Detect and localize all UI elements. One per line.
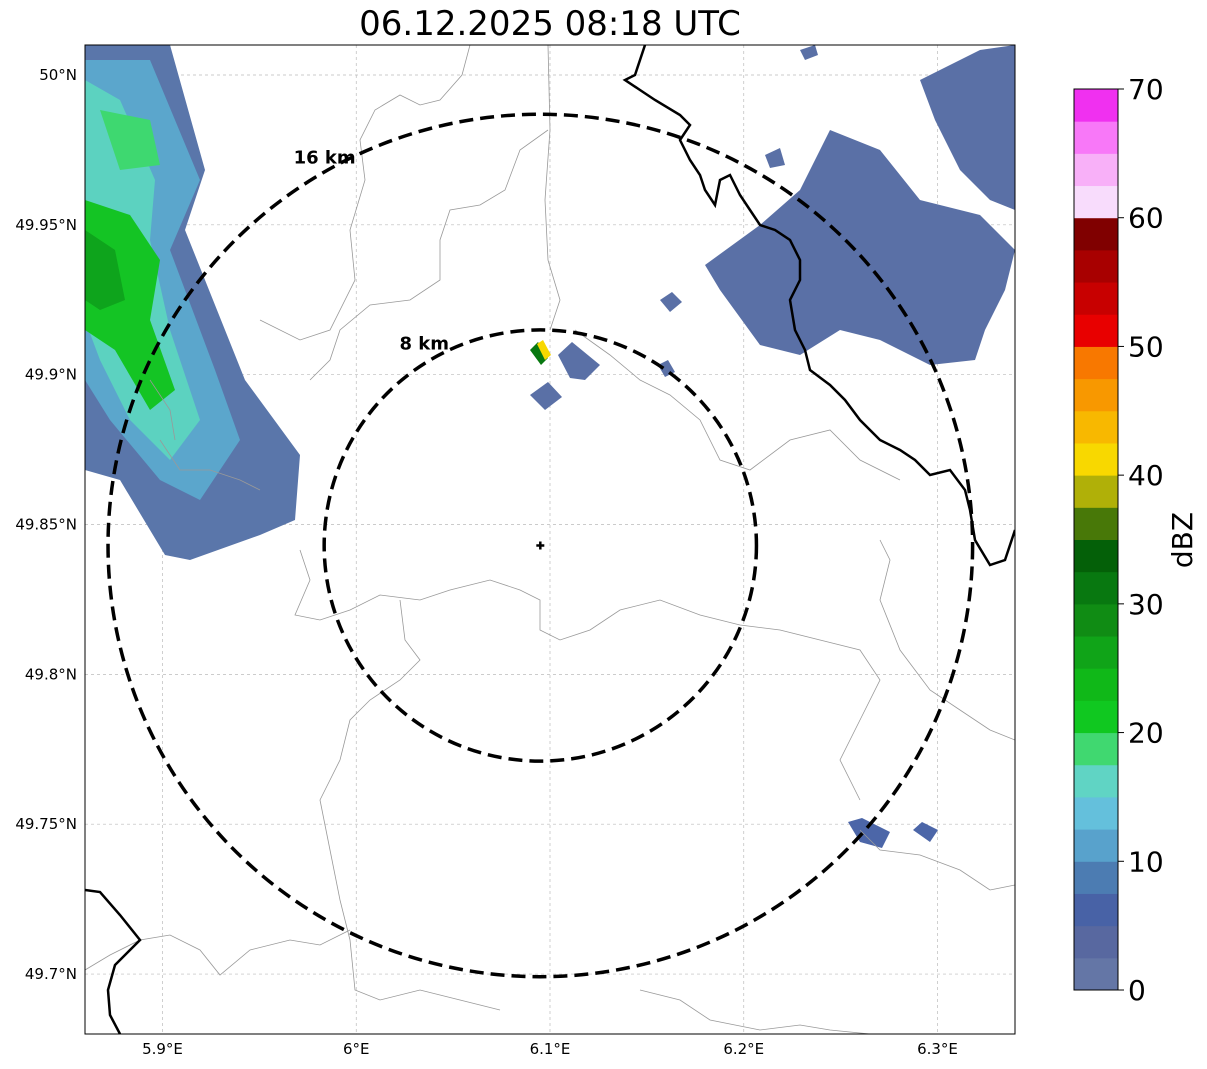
- colorbar-block: [1074, 410, 1118, 444]
- admin-boundaries: [85, 45, 1015, 1034]
- echo-west-core-darkgreen: [85, 230, 125, 310]
- echo-center-peak: [537, 340, 551, 360]
- colorbar-block: [1074, 829, 1118, 862]
- national-border: [85, 45, 1015, 1034]
- lat-tick-label: 49.95°N: [15, 216, 77, 234]
- colorbar-tick-label: 30: [1128, 588, 1164, 621]
- colorbar-block: [1074, 378, 1118, 412]
- colorbar-block: [1074, 957, 1118, 991]
- colorbar-block: [1074, 153, 1118, 187]
- lat-tick-label: 49.8°N: [25, 665, 77, 683]
- range-rings: 8 km 16 km: [106, 112, 975, 979]
- colorbar-block: [1074, 442, 1118, 476]
- lon-tick-label: 5.9°E: [142, 1040, 183, 1058]
- gridlines: [85, 45, 1015, 1034]
- colorbar-block: [1074, 249, 1118, 283]
- colorbar-block: [1074, 893, 1118, 927]
- colorbar-block: [1074, 700, 1118, 734]
- colorbar-label: dBZ: [1166, 512, 1199, 568]
- echo-se-2: [913, 822, 938, 842]
- echo-ne-corner: [920, 45, 1015, 210]
- colorbar-block: [1074, 507, 1118, 540]
- colorbar-block: [1074, 89, 1118, 122]
- colorbar-block: [1074, 636, 1118, 669]
- colorbar-block: [1074, 764, 1118, 798]
- colorbar-block: [1074, 217, 1118, 251]
- colorbar-frame: [1073, 88, 1119, 991]
- echo-se-1: [848, 818, 890, 848]
- range-ring-label: 8 km: [399, 333, 449, 354]
- colorbar-block: [1074, 475, 1118, 508]
- echo-small-1: [660, 292, 682, 312]
- lat-tick-label: 49.7°N: [25, 965, 77, 983]
- lat-tick-label: 49.9°N: [25, 366, 77, 384]
- echo-ne-fleck-2: [800, 45, 818, 60]
- colorbar-tick-label: 20: [1128, 717, 1164, 750]
- colorbar-block: [1074, 925, 1118, 959]
- echo-center-2: [530, 382, 562, 410]
- colorbar-block: [1074, 571, 1118, 605]
- radar-echoes: [85, 45, 1015, 848]
- range-ring-8km: [322, 328, 759, 763]
- colorbar-tick-label: 50: [1128, 330, 1164, 363]
- lon-tick-label: 6.1°E: [530, 1040, 571, 1058]
- echo-ne-cluster: [705, 130, 1015, 365]
- colorbar-block: [1074, 121, 1118, 154]
- colorbar-tick-label: 60: [1128, 202, 1164, 235]
- echo-center-strong: [530, 342, 548, 365]
- colorbar-tick-label: 70: [1128, 73, 1164, 106]
- range-ring-16km: [106, 112, 975, 979]
- colorbar-tick-label: 0: [1128, 974, 1146, 1007]
- lat-tick-label: 50°N: [39, 66, 77, 84]
- colorbar-block: [1074, 668, 1118, 701]
- range-ring-label: 16 km: [294, 147, 356, 168]
- colorbar-block: [1074, 861, 1118, 894]
- lat-tick-label: 49.85°N: [15, 516, 77, 534]
- colorbar-block: [1074, 796, 1118, 830]
- lon-tick-label: 6.2°E: [723, 1040, 764, 1058]
- colorbar-block: [1074, 282, 1118, 315]
- colorbar-tick-label: 10: [1128, 845, 1164, 878]
- map-frame: [84, 44, 1016, 1035]
- echo-center-1: [558, 342, 600, 380]
- colorbar-block: [1074, 732, 1118, 766]
- axis-labels: 5.9°E 6°E 6.1°E 6.2°E 6.3°E 50°N 49.95°N 49.9°N…: [15, 66, 958, 1058]
- colorbar-block: [1074, 185, 1118, 219]
- colorbar-block: [1074, 539, 1118, 573]
- echo-ne-fleck: [765, 148, 785, 168]
- colorbar-tick-label: 40: [1128, 459, 1164, 492]
- colorbar-ticks: 0 10 20 30 40 50 60 70: [1118, 73, 1164, 1007]
- colorbar-block: [1074, 346, 1118, 380]
- map-title: 06.12.2025 08:18 UTC: [359, 4, 741, 44]
- colorbar-block: [1074, 603, 1118, 637]
- echo-west-patch: [100, 110, 160, 170]
- colorbar-block: [1074, 314, 1118, 347]
- lon-tick-label: 6°E: [343, 1040, 370, 1058]
- lat-tick-label: 49.75°N: [15, 815, 77, 833]
- lon-tick-label: 6.3°E: [917, 1040, 958, 1058]
- colorbar-blocks: [1074, 89, 1118, 991]
